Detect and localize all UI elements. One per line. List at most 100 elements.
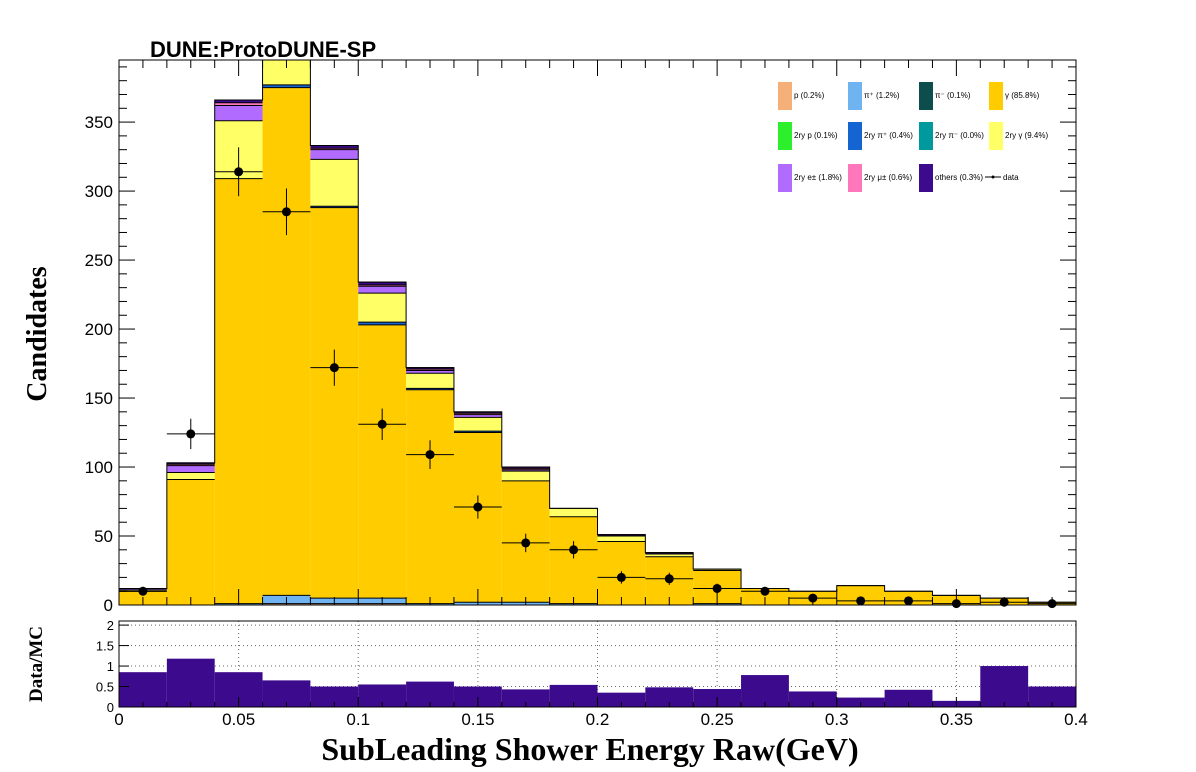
legend-swatch-5 (778, 122, 792, 150)
data-point-5 (329, 363, 339, 373)
ratio-y-tick-label-1: 0 (107, 700, 114, 715)
ratio-bar-11 (597, 692, 646, 707)
legend-label-1: p (0.2%) (794, 91, 825, 100)
data-point-14 (760, 586, 770, 596)
bar-8-bin-13 (693, 569, 742, 571)
data-point-10 (569, 545, 579, 555)
bar-10-bin-3 (214, 102, 263, 106)
ratio-bar-9 (501, 689, 550, 707)
bar-11-bin-8 (453, 411, 502, 414)
bar-10-bin-8 (453, 413, 502, 415)
x-tick-label-4: 0.15 (461, 710, 494, 729)
bar-11-bin-5 (310, 145, 359, 149)
y-tick-label-6: 250 (85, 251, 113, 270)
ratio-y-axis-title: Data/MC (26, 626, 47, 702)
legend-label-4: γ (85.8%) (1005, 91, 1040, 100)
data-point-13 (712, 583, 722, 593)
y-tick-label-2: 50 (94, 527, 113, 546)
bar-8-bin-5 (310, 159, 359, 207)
bar-4-bin-3 (214, 178, 263, 604)
bar-4-bin-16 (836, 585, 885, 605)
bar-8-bin-12 (645, 553, 694, 557)
x-tick-label-6: 0.25 (701, 710, 734, 729)
bar-11-bin-7 (406, 367, 454, 370)
data-point-11 (616, 572, 626, 582)
data-point-8 (473, 502, 483, 512)
legend-label-11: others (0.3%) (935, 173, 983, 182)
bar-9-bin-9 (501, 469, 550, 472)
legend-data-marker (991, 175, 995, 179)
legend-swatch-11 (919, 164, 933, 192)
bar-6-bin-6 (358, 322, 407, 325)
bar-9-bin-7 (406, 370, 454, 374)
ratio-bar-8 (453, 686, 502, 707)
legend-label-10: 2ry μ± (0.6%) (864, 173, 912, 182)
bar-4-bin-2 (166, 479, 215, 605)
ratio-bar-5 (310, 686, 359, 707)
bar-4-bin-4 (262, 87, 311, 596)
bar-10-bin-9 (501, 468, 550, 470)
bar-9-bin-5 (310, 149, 359, 160)
legend-swatch-1 (778, 82, 792, 110)
main-stack-bars (118, 59, 1077, 605)
bar-4-bin-5 (310, 207, 359, 599)
y-tick-label-5: 200 (85, 320, 113, 339)
bar-6-bin-8 (453, 431, 502, 433)
ratio-axes: 0 0.05 0.1 0.15 0.2 0.25 0.3 0.35 0.400.511.52 (96, 618, 1088, 729)
bar-10-bin-7 (406, 369, 454, 371)
bar-11-bin-11 (597, 534, 646, 537)
bar-9-bin-6 (358, 286, 407, 294)
legend-label-5: 2ry p (0.1%) (794, 131, 838, 140)
legend-label-2: π⁺ (1.2%) (864, 91, 900, 100)
bar-9-bin-2 (166, 465, 215, 473)
ratio-bar-6 (358, 684, 407, 707)
ratio-bar-10 (549, 684, 598, 707)
ratio-bar-1 (119, 672, 167, 707)
bar-6-bin-5 (310, 206, 359, 208)
bar-11-bin-6 (358, 282, 407, 285)
bar-8-bin-6 (358, 293, 407, 323)
legend-swatch-9 (778, 164, 792, 192)
bar-8-bin-9 (501, 471, 550, 481)
bar-11-bin-3 (214, 100, 263, 103)
ratio-y-tick-label-3: 1 (107, 659, 114, 674)
bar-11-bin-9 (501, 467, 550, 469)
bar-10-bin-6 (358, 284, 407, 287)
bar-4-bin-14 (741, 588, 789, 605)
ratio-y-tick-label-2: 0.5 (96, 680, 114, 695)
bar-4-bin-7 (406, 389, 454, 604)
bar-10-bin-5 (310, 148, 359, 150)
legend: p (0.2%) π⁺ (1.2%) π⁻ (0.1%) γ (85.8%) 2ry p… (778, 82, 1048, 192)
data-point-1 (138, 586, 148, 596)
x-tick-label-2: 0.05 (222, 710, 255, 729)
bar-9-bin-3 (214, 105, 263, 121)
data-point-7 (425, 450, 435, 460)
x-tick-label-8: 0.35 (940, 710, 973, 729)
bar-6-bin-7 (406, 388, 454, 390)
legend-swatch-10 (848, 164, 862, 192)
bar-10-bin-2 (166, 464, 215, 466)
x-tick-label-5: 0.2 (586, 710, 610, 729)
bar-8-bin-7 (406, 373, 454, 389)
bar-6-bin-4 (262, 84, 311, 88)
legend-label-7: 2ry π⁻ (0.0%) (935, 131, 984, 140)
y-tick-label-3: 100 (85, 458, 113, 477)
data-point-3 (234, 167, 244, 177)
main-axes: 0 50 100 150 200 250 300 350 (85, 60, 1077, 615)
bar-4-bin-6 (358, 324, 407, 599)
ratio-bar-12 (645, 687, 694, 707)
bar-8-bin-2 (166, 472, 215, 480)
x-axis-title: SubLeading Shower Energy Raw(GeV) (321, 731, 858, 767)
legend-label-data: data (1003, 173, 1019, 182)
data-point-4 (281, 207, 291, 217)
bar-8-bin-11 (597, 536, 646, 542)
y-tick-label-7: 300 (85, 182, 113, 201)
legend-label-9: 2ry e± (1.8%) (794, 173, 842, 182)
legend-swatch-2 (848, 82, 862, 110)
bar-8-bin-10 (549, 508, 598, 517)
x-tick-label-7: 0.3 (825, 710, 849, 729)
ratio-bar-20 (1028, 686, 1076, 707)
bar-4-bin-10 (549, 516, 598, 604)
data-point-12 (664, 574, 674, 584)
